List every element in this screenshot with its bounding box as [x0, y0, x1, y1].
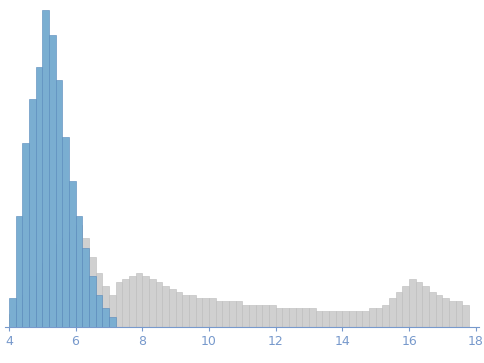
Bar [56, 79, 62, 327]
Bar [356, 311, 363, 327]
Bar [289, 308, 296, 327]
Bar [182, 295, 189, 327]
Bar [62, 136, 69, 327]
Bar [116, 282, 122, 327]
Bar [329, 311, 336, 327]
Bar [262, 305, 269, 327]
Bar [442, 298, 449, 327]
Bar [22, 295, 29, 327]
Bar [349, 311, 356, 327]
Bar [29, 286, 35, 327]
Bar [22, 143, 29, 327]
Bar [76, 225, 82, 327]
Bar [216, 301, 222, 327]
Bar [142, 276, 149, 327]
Bar [282, 308, 289, 327]
Bar [389, 298, 396, 327]
Bar [456, 301, 463, 327]
Bar [109, 295, 116, 327]
Bar [35, 273, 42, 327]
Bar [402, 286, 409, 327]
Bar [15, 305, 22, 327]
Bar [376, 308, 382, 327]
Bar [56, 244, 62, 327]
Bar [396, 292, 402, 327]
Bar [249, 305, 256, 327]
Bar [302, 308, 309, 327]
Bar [95, 295, 102, 327]
Bar [15, 216, 22, 327]
Bar [189, 295, 196, 327]
Bar [449, 301, 456, 327]
Bar [256, 305, 262, 327]
Bar [29, 99, 35, 327]
Bar [316, 311, 322, 327]
Bar [276, 308, 282, 327]
Bar [9, 298, 15, 327]
Bar [102, 286, 109, 327]
Bar [109, 317, 116, 327]
Bar [162, 286, 169, 327]
Bar [336, 311, 342, 327]
Bar [62, 238, 69, 327]
Bar [82, 238, 89, 327]
Bar [322, 311, 329, 327]
Bar [423, 286, 429, 327]
Bar [222, 301, 229, 327]
Bar [309, 308, 316, 327]
Bar [82, 248, 89, 327]
Bar [69, 232, 76, 327]
Bar [89, 276, 95, 327]
Bar [416, 282, 423, 327]
Bar [236, 301, 242, 327]
Bar [149, 279, 156, 327]
Bar [95, 273, 102, 327]
Bar [429, 292, 436, 327]
Bar [229, 301, 236, 327]
Bar [436, 295, 442, 327]
Bar [169, 289, 176, 327]
Bar [342, 311, 349, 327]
Bar [49, 35, 56, 327]
Bar [42, 263, 49, 327]
Bar [176, 292, 182, 327]
Bar [129, 276, 136, 327]
Bar [363, 311, 369, 327]
Bar [409, 279, 416, 327]
Bar [89, 257, 95, 327]
Bar [382, 305, 389, 327]
Bar [202, 298, 209, 327]
Bar [35, 67, 42, 327]
Bar [463, 305, 469, 327]
Bar [76, 216, 82, 327]
Bar [42, 10, 49, 327]
Bar [196, 298, 202, 327]
Bar [102, 308, 109, 327]
Bar [9, 314, 15, 327]
Bar [49, 254, 56, 327]
Bar [242, 305, 249, 327]
Bar [209, 298, 216, 327]
Bar [296, 308, 302, 327]
Bar [156, 282, 162, 327]
Bar [136, 273, 142, 327]
Bar [369, 308, 376, 327]
Bar [122, 279, 129, 327]
Bar [69, 181, 76, 327]
Bar [269, 305, 276, 327]
